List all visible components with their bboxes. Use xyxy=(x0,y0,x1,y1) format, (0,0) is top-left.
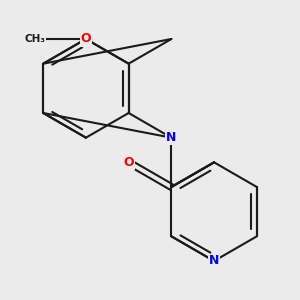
Text: N: N xyxy=(166,131,176,144)
Text: O: O xyxy=(81,32,91,46)
Text: CH₃: CH₃ xyxy=(25,34,46,44)
Text: N: N xyxy=(209,254,219,268)
Text: O: O xyxy=(123,156,134,169)
